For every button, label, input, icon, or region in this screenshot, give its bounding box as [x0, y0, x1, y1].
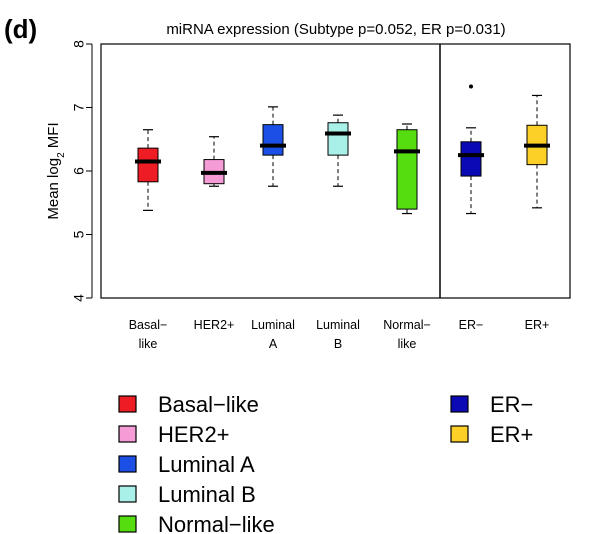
box-luma: [260, 106, 286, 187]
x-label-basal: Basal− like: [129, 318, 168, 351]
legend-item-left-0: Basal−like: [118, 392, 259, 417]
legend-label: Luminal B: [158, 482, 256, 507]
legend-label: ER+: [490, 422, 533, 447]
iqr-box: [137, 147, 159, 183]
legend-item-left-1: HER2+: [118, 422, 230, 447]
y-tick-label: 4: [71, 294, 87, 302]
legend-item-right-1: ER+: [450, 422, 533, 447]
box-erneg: [458, 84, 484, 215]
y-tick-label: 5: [71, 230, 87, 238]
box-erpos: [524, 94, 550, 209]
legend-label: Luminal A: [158, 452, 255, 477]
chart-title: miRNA expression (Subtype p=0.052, ER p=…: [166, 21, 505, 38]
y-axis: 4 5 6 7 8: [71, 40, 93, 302]
y-tick-label: 8: [71, 40, 87, 48]
box-lumb: [325, 114, 351, 187]
legend-item-right-0: ER−: [450, 392, 533, 417]
legend-swatch: [450, 395, 469, 413]
legend-swatch: [450, 425, 469, 443]
x-label-her2: HER2+: [194, 318, 235, 332]
y-tick-label: 6: [71, 167, 87, 175]
x-label-lumb: Luminal B: [316, 318, 360, 351]
legend-swatch: [118, 485, 137, 503]
y-axis-label: Mean log2 MFI: [45, 122, 67, 219]
legend-item-left-3: Luminal B: [118, 482, 256, 507]
legend-swatch: [118, 395, 137, 413]
iqr-box: [262, 124, 284, 156]
legend-item-left-4: Normal−like: [118, 512, 275, 534]
iqr-box: [396, 129, 418, 210]
legend-item-left-2: Luminal A: [118, 452, 255, 477]
box-normal: [394, 123, 420, 215]
box-basal: [135, 129, 161, 211]
x-label-erneg: ER−: [459, 318, 484, 332]
x-axis-labels: Basal− like HER2+ Luminal A Luminal B Normal− li…: [129, 318, 550, 351]
legend-label: ER−: [490, 392, 533, 417]
legend-swatch: [118, 455, 137, 473]
legend-label: Normal−like: [158, 512, 275, 534]
outlier-point: [469, 84, 473, 89]
legend-swatch: [118, 515, 137, 533]
plot-frame: [100, 43, 571, 299]
legend: Basal−like HER2+ Luminal A Luminal B Normal−…: [118, 392, 533, 534]
box-her2: [201, 136, 227, 187]
legend-label: Basal−like: [158, 392, 259, 417]
panel-label: (d): [4, 14, 37, 44]
x-label-luma: Luminal A: [251, 318, 295, 351]
iqr-box: [460, 141, 482, 177]
legend-label: HER2+: [158, 422, 230, 447]
x-label-normal: Normal− like: [383, 318, 431, 351]
x-label-erpos: ER+: [525, 318, 550, 332]
y-tick-label: 7: [71, 103, 87, 111]
boxes: [135, 84, 550, 215]
iqr-box: [327, 122, 349, 156]
legend-swatch: [118, 425, 137, 443]
